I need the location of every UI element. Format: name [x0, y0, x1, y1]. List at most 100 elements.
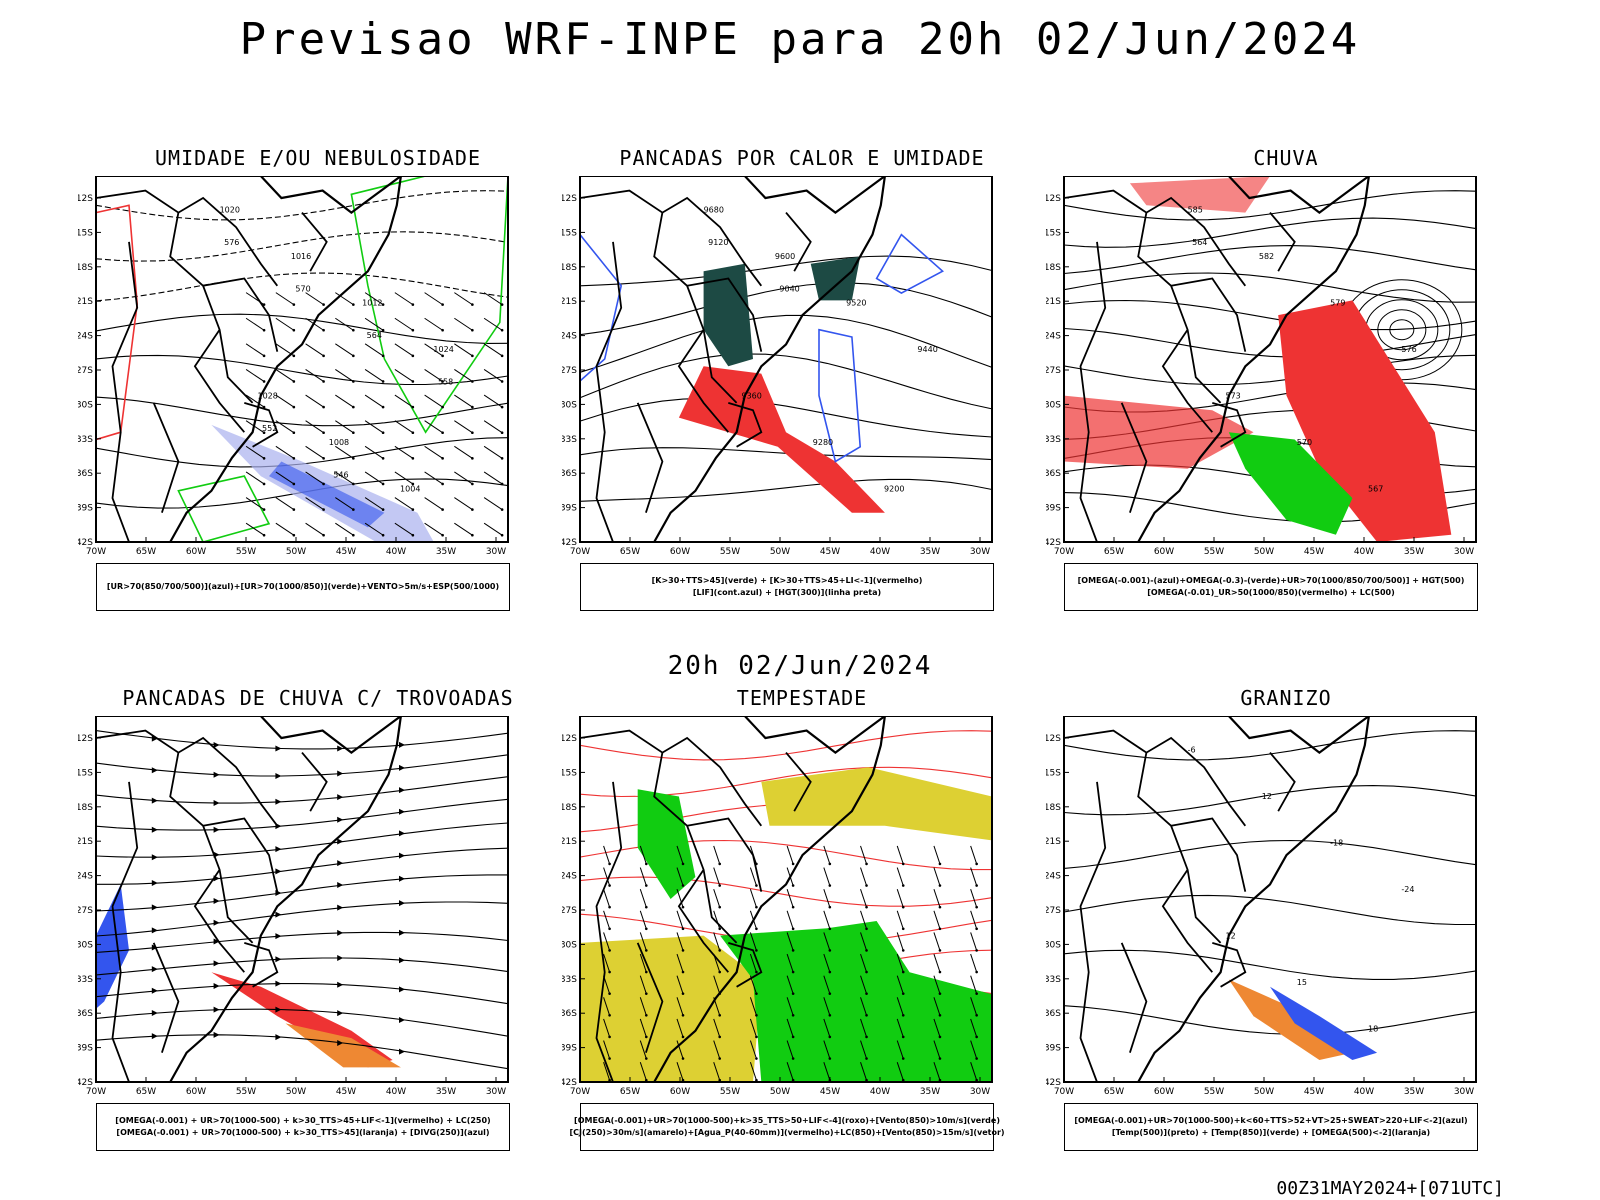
wind-vector-head — [901, 905, 905, 909]
wind-vector — [364, 394, 384, 408]
wind-vector-head — [938, 1078, 942, 1082]
latitude-tick-label: 39S — [1046, 504, 1061, 514]
wind-vector — [639, 975, 647, 994]
wind-vector — [424, 292, 443, 306]
wind-vector — [454, 369, 473, 382]
streamline-arrowhead — [213, 771, 220, 778]
wind-vector — [676, 1062, 684, 1081]
wind-vector — [749, 867, 757, 886]
wind-vector-head — [755, 1014, 758, 1017]
wind-vector-head — [500, 533, 504, 537]
streamline-arrowhead — [151, 987, 158, 994]
wind-vector — [823, 997, 831, 1016]
contour-value-label: 567 — [1368, 484, 1383, 493]
latitude-tick-label: 15S — [78, 768, 93, 778]
wind-vector — [364, 369, 384, 382]
wind-vector-head — [975, 1078, 978, 1082]
wind-vector — [749, 1018, 757, 1038]
wind-vector-head — [865, 1035, 868, 1039]
wind-vector-head — [791, 905, 795, 909]
wind-vector-head — [441, 354, 444, 358]
contour-value-label: 9520 — [846, 299, 866, 308]
wind-vector — [970, 997, 978, 1016]
longitude-tick-label: 45W — [336, 547, 356, 557]
wind-vector — [676, 1018, 684, 1038]
longitude-tick-label: 70W — [1054, 1087, 1074, 1097]
country-border — [169, 212, 254, 404]
streamline — [95, 1008, 509, 1037]
wind-vector — [896, 997, 904, 1016]
wind-vector-head — [681, 1057, 685, 1060]
wind-vector — [860, 845, 868, 865]
field-area — [1278, 300, 1452, 542]
streamline-arrowhead — [213, 800, 220, 807]
wind-vector-head — [381, 303, 385, 306]
country-border — [1120, 402, 1148, 513]
wind-vector-head — [381, 328, 385, 332]
field-area — [1270, 986, 1378, 1060]
country-border — [1170, 817, 1247, 892]
latitude-tick-label: 30S — [78, 940, 93, 950]
country-border — [1137, 752, 1222, 944]
latitude-tick-label: 27S — [1046, 906, 1061, 916]
streamline-arrowhead — [337, 838, 344, 845]
field-area — [96, 884, 129, 1009]
wind-vector — [335, 369, 354, 382]
wind-vector-head — [352, 354, 355, 358]
contour-value-label: 1028 — [258, 392, 278, 401]
wind-vector-head — [500, 508, 504, 511]
wind-vector — [424, 445, 443, 459]
wind-vector-head — [411, 328, 415, 332]
contour-value-label: 1012 — [362, 299, 382, 308]
longitude-tick-label: 30W — [970, 1087, 990, 1097]
country-border — [1063, 729, 1247, 827]
latitude-tick-label: 12S — [562, 194, 577, 204]
wind-vector — [749, 953, 757, 973]
latitude-tick-label: 33S — [78, 975, 93, 985]
wind-vector-head — [262, 533, 266, 537]
longitude-tick-label: 45W — [820, 547, 840, 557]
streamline-arrowhead — [151, 880, 158, 887]
wind-vector — [639, 910, 647, 929]
contour-value-label: 9120 — [708, 238, 728, 247]
contour-value-label: 576 — [1401, 345, 1416, 354]
field-area — [637, 789, 696, 899]
wind-vector — [305, 343, 324, 357]
latitude-tick-label: 21S — [562, 297, 577, 307]
wind-vector-head — [441, 328, 444, 332]
map-frame — [579, 176, 993, 543]
wind-vector-head — [608, 1078, 611, 1082]
wind-vector-head — [441, 303, 444, 306]
latitude-tick-label: 24S — [78, 332, 93, 342]
wind-vector-head — [938, 1014, 942, 1017]
wind-vector-head — [644, 1057, 648, 1060]
contour-value-label: 9200 — [884, 484, 904, 493]
country-border — [1161, 869, 1213, 973]
longitude-tick-label: 65W — [136, 547, 156, 557]
country-border — [595, 781, 623, 1083]
latitude-tick-label: 12S — [1046, 734, 1061, 744]
wind-vector — [245, 343, 265, 357]
latitude-tick-label: 36S — [78, 469, 93, 479]
latitude-tick-label: 24S — [562, 872, 577, 882]
contour-value-label: -24 — [1401, 885, 1414, 894]
wind-vector — [786, 889, 794, 908]
contour-value-label: 9280 — [813, 438, 833, 447]
latitude-tick-label: 24S — [1046, 332, 1061, 342]
wind-vector-head — [381, 380, 385, 383]
streamline-arrowhead — [337, 770, 344, 777]
wind-vector-head — [901, 949, 905, 952]
contour-value-label: 564 — [367, 331, 382, 340]
streamline-arrowhead — [213, 1031, 220, 1038]
field-area — [1228, 432, 1353, 535]
wind-vector — [749, 1040, 757, 1059]
wind-vector — [335, 317, 354, 331]
streamline-arrowhead — [337, 929, 344, 936]
wind-vector — [245, 471, 265, 485]
longitude-tick-label: 55W — [720, 547, 740, 557]
country-border — [579, 729, 763, 827]
wind-vector — [639, 1062, 647, 1081]
wind-vector — [454, 343, 473, 357]
